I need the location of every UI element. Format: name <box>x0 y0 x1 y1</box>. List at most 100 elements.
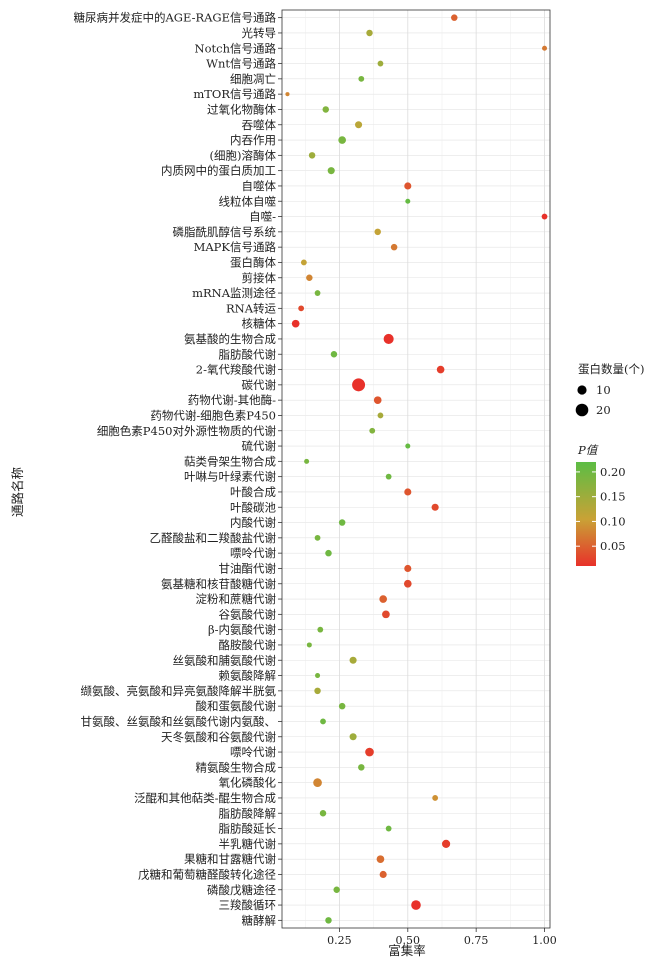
y-tick-label: β-内氨酸代谢 <box>208 623 277 637</box>
y-tick-label: 泛醌和其他萜类-醌生物合成 <box>134 791 276 805</box>
y-tick-label: 谷氨酸代谢 <box>219 607 277 621</box>
size-legend-label-10: 10 <box>596 383 611 397</box>
y-tick-label: 剪接体 <box>242 271 277 285</box>
data-point <box>325 549 332 557</box>
x-axis-ticks: 0.25 0.50 0.75 1.00 <box>327 928 557 947</box>
y-tick-label: (细胞)溶酶体 <box>210 148 277 162</box>
y-tick-label: 碳代谢 <box>242 378 277 392</box>
data-point <box>314 534 321 541</box>
data-point <box>541 213 548 220</box>
y-tick-label: 嘌呤代谢 <box>230 745 276 759</box>
y-tick-label: 叶酸合成 <box>230 485 276 499</box>
y-tick-label: 氧化磷酸化 <box>219 776 277 790</box>
data-point <box>314 687 321 695</box>
data-point <box>358 75 365 82</box>
y-tick-label: 叶酸碳池 <box>230 500 276 514</box>
size-legend-label-20: 20 <box>596 403 611 417</box>
y-tick-label: mRNA监测途径 <box>192 286 276 300</box>
color-legend-ticks: 0.20 0.15 0.10 0.05 <box>576 465 626 553</box>
data-point <box>405 198 411 204</box>
y-tick-label: 自噬- <box>249 210 276 224</box>
y-tick-label: 丝氨酸和脯氨酸代谢 <box>173 653 277 667</box>
y-tick-label: 脂肪酸降解 <box>219 806 277 820</box>
y-tick-label: 细胞凋亡 <box>230 72 276 86</box>
y-tick-label: Wnt信号通路 <box>206 57 276 71</box>
data-point <box>291 319 300 328</box>
data-point <box>338 702 346 710</box>
data-point <box>300 259 307 266</box>
data-point <box>431 503 439 511</box>
data-point <box>338 519 346 526</box>
data-point <box>317 626 324 633</box>
y-tick-label: 内吞作用 <box>230 133 276 147</box>
data-point <box>390 243 398 251</box>
data-point <box>314 290 321 296</box>
y-tick-label: mTOR信号通路 <box>193 87 276 101</box>
data-point <box>322 106 329 113</box>
data-point <box>373 396 382 404</box>
y-tick-label: 天冬氨酸和谷氨酸代谢 <box>161 730 276 744</box>
data-point <box>319 810 327 817</box>
y-tick-label: 嘌呤代谢 <box>230 546 276 560</box>
data-point <box>330 351 338 358</box>
y-tick-label: 内质网中的蛋白质加工 <box>161 164 276 178</box>
y-tick-label: 磷酸戊糖途径 <box>207 883 276 897</box>
data-point <box>404 182 412 190</box>
y-tick-label: 乙醛酸盐和二羧酸盐代谢 <box>150 531 277 545</box>
data-point <box>308 152 316 159</box>
plot-border <box>281 9 551 929</box>
data-point <box>382 610 390 619</box>
color-tick-label: 0.05 <box>600 539 626 553</box>
data-point <box>315 673 321 679</box>
x-axis-title: 富集率 <box>388 943 426 958</box>
data-point <box>377 412 384 419</box>
y-tick-label: 果糖和甘露糖代谢 <box>184 852 276 866</box>
y-tick-label: 戊糖和葡萄糖醛酸转化途径 <box>138 867 276 881</box>
y-tick-label: 线粒体自噬 <box>219 194 277 208</box>
data-point <box>542 45 548 51</box>
data-point <box>306 274 313 281</box>
size-legend: 蛋白数量(个) 10 20 <box>575 362 644 417</box>
data-point <box>304 458 310 464</box>
data-points <box>285 14 548 924</box>
data-point <box>451 14 458 21</box>
y-tick-label: 缬氨酸、亮氨酸和异亮氨酸降解半胱氨 <box>81 684 277 698</box>
data-point <box>366 29 373 37</box>
color-legend-bar <box>576 462 596 566</box>
y-tick-label: 糖酵解 <box>242 913 277 927</box>
color-legend-title: P值 <box>577 443 599 457</box>
data-point <box>285 92 290 97</box>
data-point <box>374 228 381 236</box>
data-point <box>436 365 445 374</box>
data-point <box>349 656 357 664</box>
data-point <box>369 427 376 434</box>
data-point <box>432 795 439 801</box>
y-axis-title: 通路名称 <box>10 467 25 517</box>
data-point <box>320 718 326 725</box>
data-point <box>365 747 374 757</box>
y-tick-label: 三羧酸循环 <box>219 898 277 912</box>
y-tick-label: 酪胺酸代谢 <box>219 638 277 652</box>
y-tick-label: MAPK信号通路 <box>194 240 277 254</box>
x-tick-label: 0.25 <box>327 934 352 947</box>
y-tick-label: 萜类骨架生物合成 <box>184 454 276 468</box>
data-point <box>404 564 412 573</box>
y-tick-label: 吞噬体 <box>242 118 277 132</box>
y-tick-label: 过氧化物酶体 <box>207 102 276 116</box>
y-tick-label: 自噬体 <box>242 179 277 193</box>
y-tick-label: 脂肪酸延长 <box>219 822 277 836</box>
data-point <box>352 378 366 392</box>
plot-grid <box>282 10 550 928</box>
color-legend: P值 0.20 0.15 0.10 0.05 <box>576 443 626 566</box>
data-point <box>441 839 451 848</box>
y-tick-label: 叶啉与叶绿素代谢 <box>184 470 276 484</box>
data-point <box>298 305 305 312</box>
y-tick-label: 药物代谢-其他酶- <box>188 393 276 407</box>
y-tick-label: 脂肪酸代谢 <box>219 347 277 361</box>
color-tick-label: 0.20 <box>600 465 626 479</box>
y-tick-label: 内酸代谢 <box>230 516 276 530</box>
data-point <box>325 917 332 924</box>
y-tick-label: 淀粉和蔗糖代谢 <box>196 592 277 606</box>
